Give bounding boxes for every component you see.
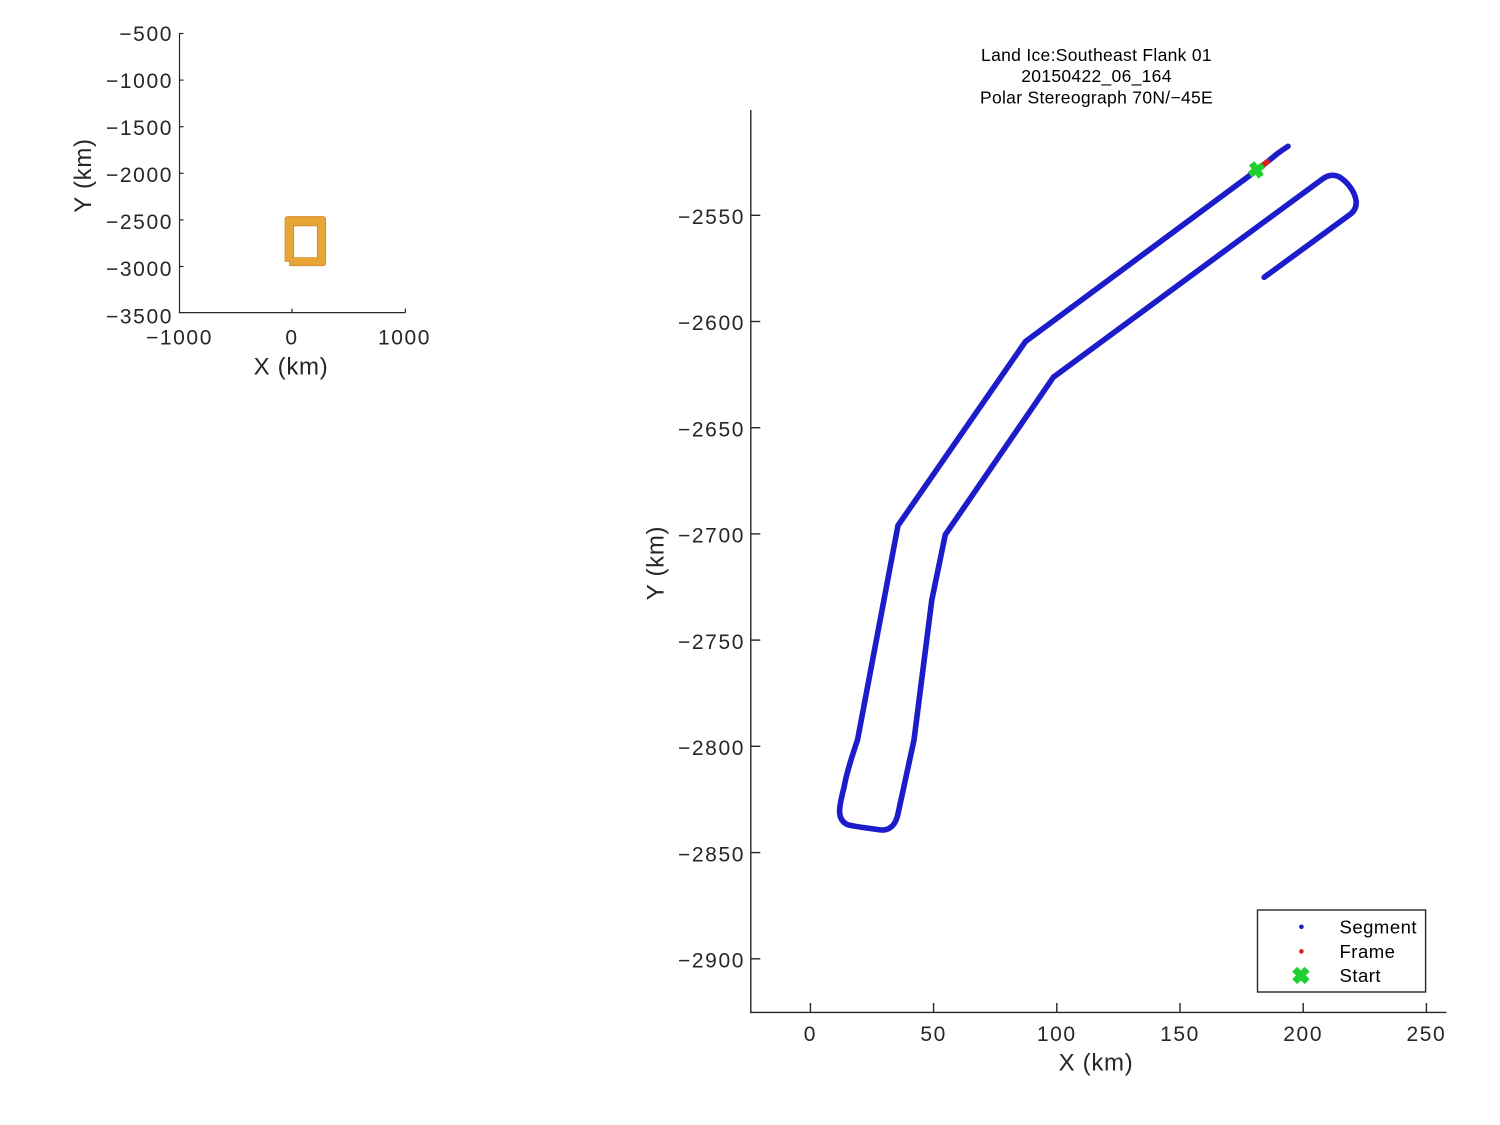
svg-text:−2600: −2600: [678, 312, 745, 335]
svg-text:Y (km): Y (km): [643, 526, 670, 600]
svg-text:−2500: −2500: [106, 211, 173, 234]
svg-text:200: 200: [1283, 1023, 1323, 1046]
svg-text:−1500: −1500: [106, 117, 173, 140]
svg-text:−2000: −2000: [106, 164, 173, 187]
svg-text:X (km): X (km): [254, 353, 329, 380]
svg-text:Land Ice:Southeast Flank 01: Land Ice:Southeast Flank 01: [981, 45, 1212, 65]
svg-text:50: 50: [920, 1023, 947, 1046]
svg-text:Frame: Frame: [1340, 941, 1396, 962]
svg-text:100: 100: [1037, 1023, 1077, 1046]
svg-text:−2700: −2700: [678, 525, 745, 548]
svg-text:1000: 1000: [378, 326, 431, 349]
svg-text:−2650: −2650: [678, 418, 745, 441]
svg-text:−2750: −2750: [678, 631, 745, 654]
svg-text:X (km): X (km): [1059, 1050, 1134, 1077]
svg-text:Start: Start: [1340, 965, 1382, 986]
svg-text:−3500: −3500: [106, 305, 173, 328]
svg-text:0: 0: [804, 1023, 817, 1046]
svg-text:−1000: −1000: [146, 326, 213, 349]
svg-text:20150422_06_164: 20150422_06_164: [1021, 66, 1172, 87]
svg-text:−3000: −3000: [106, 258, 173, 281]
svg-text:250: 250: [1406, 1023, 1446, 1046]
svg-text:Segment: Segment: [1340, 916, 1418, 937]
svg-text:−1000: −1000: [106, 70, 173, 93]
svg-text:−2900: −2900: [678, 950, 745, 973]
svg-text:Polar Stereograph 70N/−45E: Polar Stereograph 70N/−45E: [980, 87, 1213, 107]
svg-text:Y (km): Y (km): [70, 138, 97, 212]
svg-text:150: 150: [1160, 1023, 1200, 1046]
svg-text:0: 0: [285, 326, 298, 349]
svg-text:−500: −500: [119, 23, 173, 46]
svg-text:−2550: −2550: [678, 206, 745, 229]
svg-text:−2850: −2850: [678, 843, 745, 866]
svg-text:−2800: −2800: [678, 737, 745, 760]
